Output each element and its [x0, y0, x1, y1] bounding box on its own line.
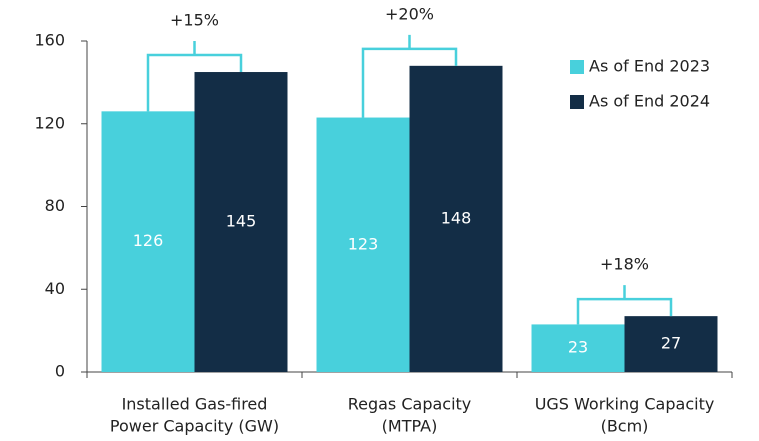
annotation: +15%	[170, 11, 219, 30]
annotation: +20%	[385, 4, 434, 23]
bracket	[576, 285, 673, 325]
value-label: 148	[441, 208, 472, 227]
x-tick-label: Regas Capacity	[348, 395, 472, 414]
x-tick-label: (Bcm)	[601, 417, 649, 436]
x-tick-label: Power Capacity (GW)	[110, 417, 279, 436]
value-label: 126	[133, 231, 164, 250]
bar	[624, 316, 718, 372]
value-label: 23	[568, 338, 588, 357]
legend-swatch	[570, 95, 584, 109]
annotation: +18%	[600, 255, 649, 274]
value-label: 145	[226, 212, 257, 231]
y-tick-label: 80	[45, 196, 65, 215]
legend-label: As of End 2024	[589, 92, 710, 111]
legend-swatch	[570, 60, 584, 74]
x-tick-label: UGS Working Capacity	[535, 395, 715, 414]
y-tick-label: 40	[45, 279, 65, 298]
bracket	[361, 34, 458, 118]
value-label: 123	[348, 234, 379, 253]
bar	[409, 65, 503, 372]
bar	[531, 324, 625, 372]
x-tick-label: (MTPA)	[382, 417, 438, 436]
x-tick-label: Installed Gas-fired	[122, 395, 268, 414]
legend-label: As of End 2023	[589, 57, 710, 76]
bar	[101, 111, 195, 373]
bar	[316, 117, 410, 372]
y-tick-label: 120	[34, 113, 65, 132]
y-tick-label: 0	[55, 362, 65, 381]
bracket	[146, 41, 243, 112]
bar	[194, 72, 288, 372]
value-label: 27	[661, 334, 681, 353]
y-tick-label: 160	[34, 31, 65, 50]
